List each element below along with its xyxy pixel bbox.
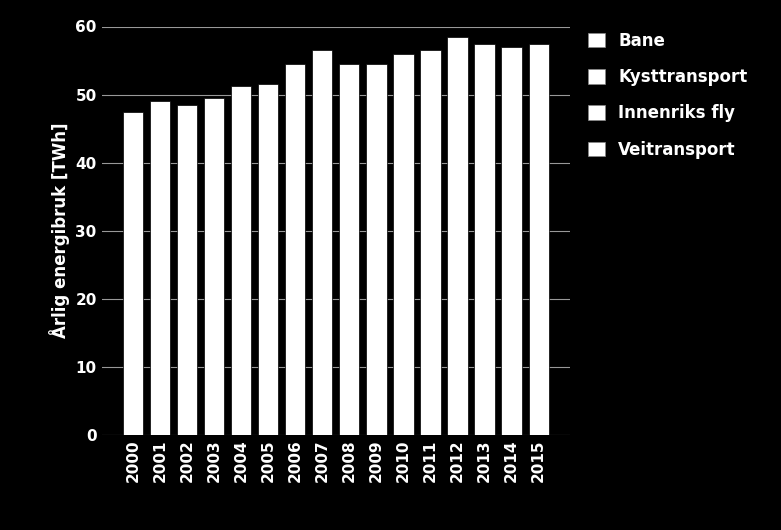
Bar (150, 101, 170, 435)
Bar (448, 37, 468, 435)
Bar (258, 84, 278, 435)
Bar (339, 64, 359, 435)
Bar (204, 98, 224, 435)
Bar (420, 50, 440, 435)
Bar (312, 50, 333, 435)
Bar (394, 54, 414, 435)
Bar (501, 47, 522, 435)
Bar (285, 64, 305, 435)
Legend: Bane, Kysttransport, Innenriks fly, Veitransport: Bane, Kysttransport, Innenriks fly, Veit… (583, 26, 752, 164)
Bar (474, 43, 494, 435)
Bar (231, 86, 251, 435)
Y-axis label: Årlig energibruk [TWh]: Årlig energibruk [TWh] (48, 123, 70, 338)
Bar (177, 105, 198, 435)
Bar (123, 111, 143, 435)
Bar (529, 43, 549, 435)
Bar (366, 64, 387, 435)
